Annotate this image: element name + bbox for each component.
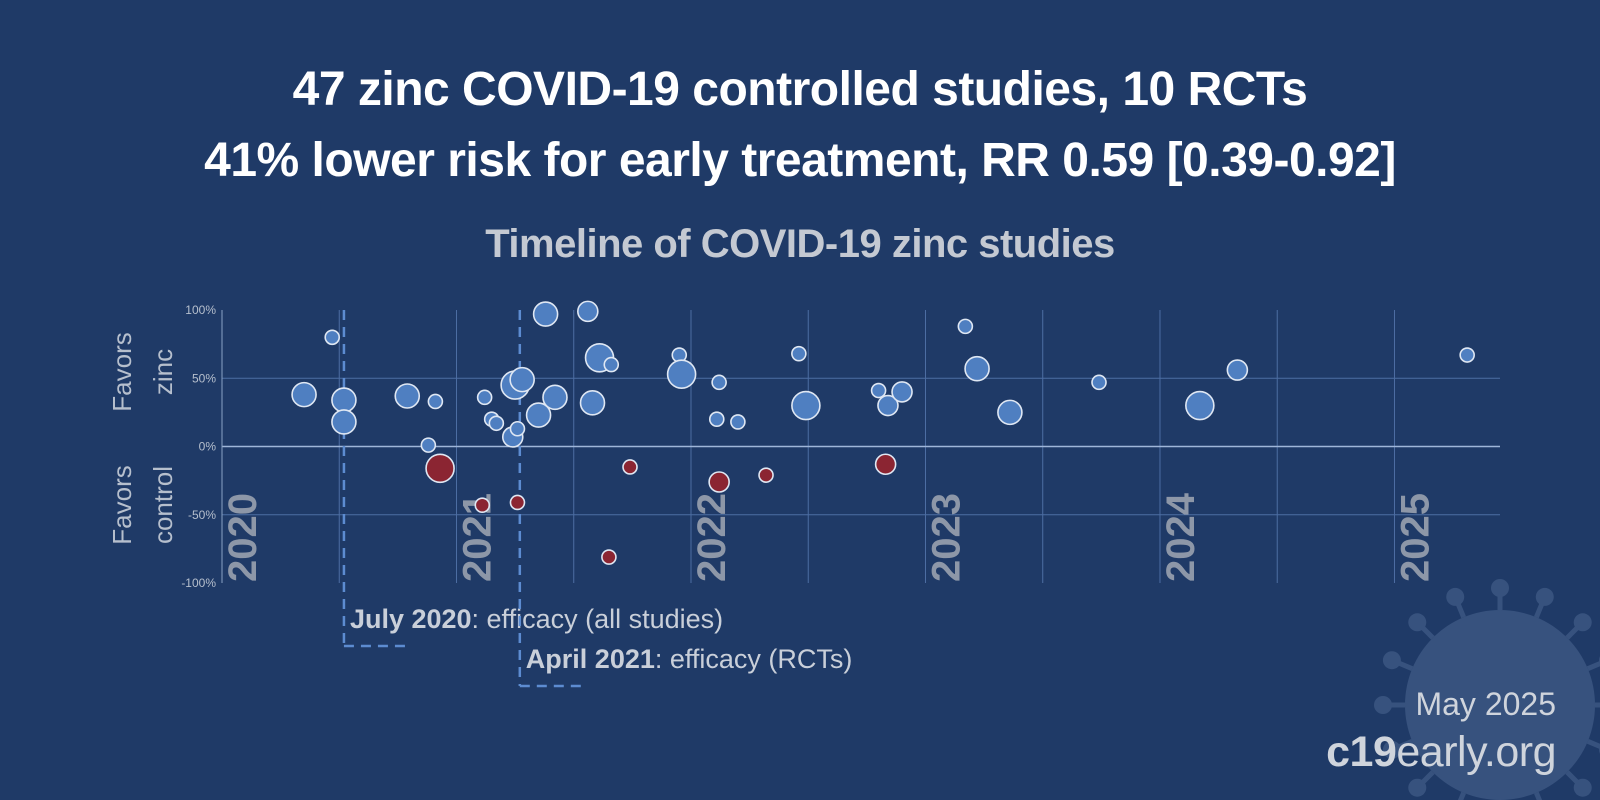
title-line-1: 47 zinc COVID-19 controlled studies, 10 … [292,63,1308,116]
study-point-favorable [525,402,552,428]
study-point-favorable [791,345,807,362]
y-tick-label: -100% [181,576,216,590]
study-point-favorable [427,393,444,410]
virus-spike-head [1374,696,1392,714]
virus-spike-head [1446,587,1465,606]
study-point-favorable [1226,359,1249,381]
study-point-favorable [666,359,697,389]
study-point-favorable [891,381,913,403]
annotation-text: April 2021: efficacy (RCTs) [526,644,853,674]
annotation-date: April 2021 [526,644,655,674]
study-point-favorable [870,382,887,399]
study-point-favorable [708,411,725,428]
year-label: 2023 [924,493,968,582]
y-label-favors-control: control [148,466,178,544]
virus-spike-head [1491,579,1509,597]
study-point-favorable [509,420,526,437]
virus-spike-head [1382,651,1401,670]
virus-spike-head [1382,740,1401,759]
study-point-unfavorable [622,459,638,475]
study-point-favorable [542,384,568,411]
study-point-unfavorable [874,453,897,476]
study-point-unfavorable [474,497,491,513]
virus-spike [1565,770,1585,790]
y-label-favors-zinc: Favors [107,332,137,411]
study-point-favorable [331,409,357,435]
virus-spike [1565,620,1585,640]
study-point-unfavorable [601,549,617,565]
study-point-favorable [577,300,599,323]
study-point-favorable [532,301,559,327]
brand-bold: c19 [1326,728,1397,776]
study-point-favorable [997,399,1023,426]
study-point-favorable [957,318,974,335]
chart-title: Timeline of COVID-19 zinc studies [485,222,1115,266]
brand-logo[interactable]: c19early.org [1326,728,1556,777]
annotation-desc: : efficacy (RCTs) [655,644,853,674]
y-tick-label: 100% [185,303,216,317]
study-point-unfavorable [509,494,526,511]
virus-spike [1452,595,1466,619]
study-point-favorable [476,389,493,406]
virus-spike-head [1408,778,1427,797]
study-point-favorable [1185,390,1215,421]
study-point-unfavorable [708,471,730,493]
virus-spike [1534,595,1548,619]
brand-mid: early [1396,728,1484,776]
virus-spike [1586,739,1600,750]
study-point-favorable [1091,374,1107,391]
year-label: 2024 [1159,492,1203,582]
y-tick-label: -50% [188,508,216,522]
virus-watermark-icon [1374,579,1600,800]
virus-spike [1586,660,1600,671]
virus-spike [1390,739,1414,753]
study-point-favorable [509,366,535,393]
study-point-favorable [488,415,505,432]
study-point-favorable [420,437,437,453]
study-point-favorable [791,390,821,421]
y-tick-label: 50% [192,371,216,385]
virus-spike [1457,791,1466,800]
date-label: May 2025 [1415,686,1556,722]
study-point-favorable [324,329,341,346]
study-point-unfavorable [425,453,455,484]
virus-spike-head [1408,613,1427,632]
study-point-unfavorable [758,467,774,483]
virus-spike [1415,620,1435,640]
y-label-favors-zinc: zinc [148,349,178,395]
study-point-favorable [603,356,620,373]
study-point-favorable [331,387,357,413]
virus-spike-head [1573,778,1592,797]
virus-spike [1415,770,1435,790]
title-line-2: 41% lower risk for early treatment, RR 0… [204,134,1396,187]
annotation-desc: : efficacy (all studies) [472,604,724,634]
year-label: 2025 [1393,493,1437,582]
y-tick-label: 0% [199,440,217,454]
annotation-text: July 2020: efficacy (all studies) [350,604,723,634]
study-point-favorable [730,414,746,430]
virus-spike-head [1573,613,1592,632]
y-label-favors-control: Favors [107,465,137,544]
study-point-favorable [291,381,317,408]
virus-body [1405,610,1595,800]
study-point-favorable [711,374,727,391]
study-point-favorable [394,383,421,409]
virus-spike-head [1535,587,1554,606]
virus-spike [1534,791,1543,800]
year-label: 2020 [221,493,265,582]
annotation-date: July 2020 [350,604,472,634]
virus-spike [1390,657,1414,671]
year-label: 2022 [690,493,734,582]
study-point-favorable [1459,347,1475,363]
study-point-favorable [877,394,899,417]
study-point-favorable [964,355,990,382]
study-point-favorable [579,390,606,416]
brand-end: .org [1483,728,1557,776]
